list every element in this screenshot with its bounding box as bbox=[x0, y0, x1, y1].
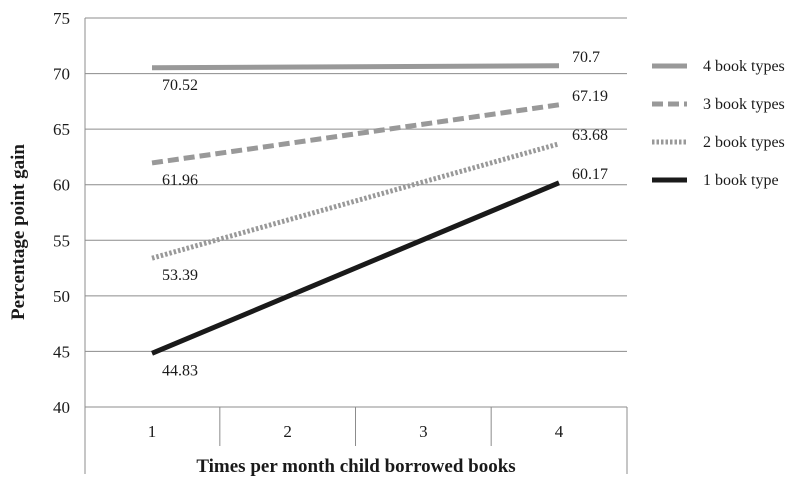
data-label-end: 63.68 bbox=[572, 127, 608, 144]
data-label-start: 70.52 bbox=[162, 77, 198, 94]
y-tick-label: 45 bbox=[53, 342, 70, 361]
y-tick-label: 50 bbox=[53, 287, 70, 306]
y-tick-label: 75 bbox=[53, 9, 70, 28]
y-tick-label: 65 bbox=[53, 120, 70, 139]
y-tick-label: 55 bbox=[53, 231, 70, 250]
y-tick-label: 60 bbox=[53, 176, 70, 195]
data-label-start: 61.96 bbox=[162, 172, 198, 189]
y-axis-title: Percentage point gain bbox=[8, 144, 29, 320]
data-label-start: 53.39 bbox=[162, 267, 198, 284]
x-tick-label: 4 bbox=[555, 422, 564, 441]
data-label-end: 70.7 bbox=[572, 49, 600, 66]
data-labels: 70.52 70.7 61.96 67.19 53.39 63.68 44.83 60.17 bbox=[162, 49, 608, 380]
legend-label: 3 book types bbox=[703, 96, 785, 113]
series-lines bbox=[151, 63, 560, 356]
legend-label: 2 book types bbox=[703, 134, 785, 151]
series-line-1 bbox=[151, 63, 560, 71]
x-axis-title: Times per month child borrowed books bbox=[196, 456, 515, 477]
data-label-start: 44.83 bbox=[162, 362, 198, 379]
y-tick-label: 70 bbox=[53, 65, 70, 84]
x-tick-label: 2 bbox=[283, 422, 292, 441]
legend-label: 4 book types bbox=[703, 58, 785, 75]
legend-label: 1 book type bbox=[703, 172, 779, 189]
x-tick-label: 1 bbox=[148, 422, 157, 441]
x-tick-label: 3 bbox=[419, 422, 428, 441]
axes: 40 45 50 55 60 65 70 75 1 2 3 4 bbox=[53, 9, 628, 474]
data-label-end: 67.19 bbox=[572, 88, 608, 105]
data-label-end: 60.17 bbox=[572, 166, 608, 183]
legend: 4 book types 3 book types 2 book types 1 bo… bbox=[652, 58, 785, 189]
gridlines bbox=[85, 17, 627, 408]
series-line-4 bbox=[151, 180, 560, 356]
y-tick-label: 40 bbox=[53, 398, 70, 417]
series-line-2 bbox=[151, 102, 560, 166]
series-line-3 bbox=[151, 141, 560, 261]
